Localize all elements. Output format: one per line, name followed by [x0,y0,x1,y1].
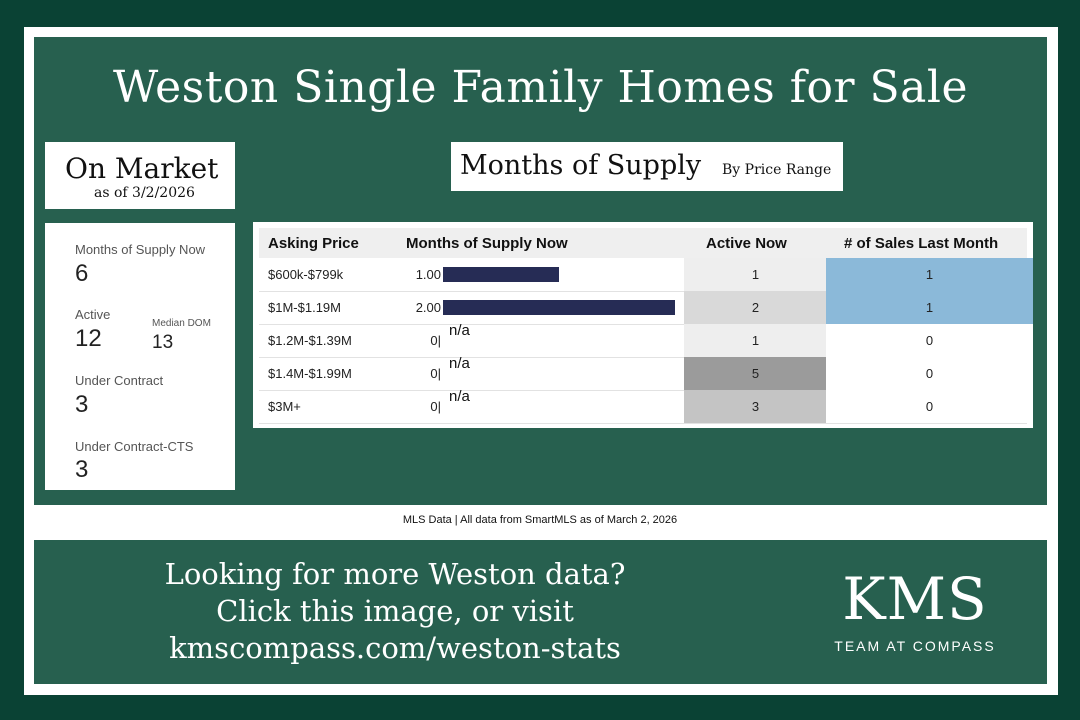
cell-sales-last-month: 1 [826,291,1033,324]
months-of-supply-subtitle: By Price Range [722,162,832,178]
cell-active-now: 3 [684,390,827,423]
supply-table: Asking Price Months of Supply Now Active… [253,222,1033,428]
stat-uccts-label: Under Contract-CTS [75,439,194,454]
cell-months-of-supply-value: 0 [430,366,438,381]
cell-sales-last-month: 0 [826,357,1033,390]
cell-active-now: 1 [684,258,827,291]
cta-link[interactable]: kmscompass.com/weston-stats [169,631,621,665]
cell-months-of-supply-value: 1.00 [415,267,441,282]
header-months-of-supply: Months of Supply Now [406,235,568,252]
on-market-title: On Market [65,152,219,185]
stat-uc-value: 3 [75,391,89,418]
zero-tick: | [437,333,441,348]
footer-note: MLS Data | All data from SmartMLS as of … [402,514,678,526]
cell-months-of-supply-value: 0 [430,399,438,414]
on-market-box: On Market as of 3/2/2026 [45,142,235,209]
cell-na-label: n/a [449,388,470,405]
cell-asking-price: $600k-$799k [268,267,344,282]
cell-sales-last-month: 0 [826,324,1033,357]
cell-asking-price: $1.2M-$1.39M [268,333,352,348]
stat-uc-label: Under Contract [75,373,164,388]
header-sales-last-month: # of Sales Last Month [844,235,999,252]
header-active-now: Active Now [706,235,787,252]
cell-months-of-supply: 0| [379,366,441,381]
cta-line-1: Looking for more Weston data? [164,557,626,591]
table-row: 1 1 $600k-$799k 1.00 [259,258,1033,292]
cell-active-now: 5 [684,357,827,390]
on-market-date: as of 3/2/2026 [94,185,195,201]
table-row: 3 0 $3M+ 0| n/a [259,388,1033,424]
months-of-supply-title: Months of Supply [460,150,702,181]
cell-na-label: n/a [449,355,470,372]
table-row: 1 0 $1.2M-$1.39M 0| n/a [259,322,1033,358]
stat-mos-label: Months of Supply Now [75,242,206,257]
table-header: Asking Price Months of Supply Now Active… [259,228,1027,258]
kms-logo-subtitle: TEAM AT COMPASS [834,638,996,654]
cell-sales-last-month: 1 [826,258,1033,291]
stat-active-label: Active [75,307,111,322]
cell-months-of-supply: 0| [379,333,441,348]
zero-tick: | [437,399,441,414]
cell-months-of-supply: 1.00 [379,267,441,282]
table-row: 2 1 $1M-$1.19M 2.00 [259,291,1033,325]
stat-mos-value: 6 [75,260,89,287]
cell-active-now: 1 [684,324,827,357]
months-of-supply-bar [443,300,675,315]
stat-active-value: 12 [75,325,102,352]
cell-sales-last-month: 0 [826,390,1033,423]
cell-months-of-supply-value: 0 [430,333,438,348]
cell-asking-price: $1.4M-$1.99M [268,366,352,381]
cell-months-of-supply: 0| [379,399,441,414]
cta-line-2: Click this image, or visit [216,594,574,628]
table-row: 5 0 $1.4M-$1.99M 0| n/a [259,355,1033,391]
cell-na-label: n/a [449,322,470,339]
stats-panel: Months of Supply Now 6 Active 12 Median … [45,223,235,490]
page-title: Weston Single Family Homes for Sale [112,62,969,113]
cell-months-of-supply: 2.00 [379,300,441,315]
cta-text[interactable]: Looking for more Weston data? Click this… [120,556,670,667]
stat-dom-value: 13 [152,332,174,353]
months-of-supply-bar [443,267,559,282]
cell-asking-price: $1M-$1.19M [268,300,341,315]
cell-asking-price: $3M+ [268,399,301,414]
stat-dom-label: Median DOM [152,318,211,329]
cell-months-of-supply-value: 2.00 [415,300,441,315]
header-asking-price: Asking Price [268,235,359,252]
kms-logo: KMS [842,565,988,633]
months-of-supply-header: Months of Supply By Price Range [451,142,843,191]
zero-tick: | [437,366,441,381]
stat-uccts-value: 3 [75,456,89,483]
cell-active-now: 2 [684,291,827,324]
bottom-panel[interactable] [34,540,1047,684]
